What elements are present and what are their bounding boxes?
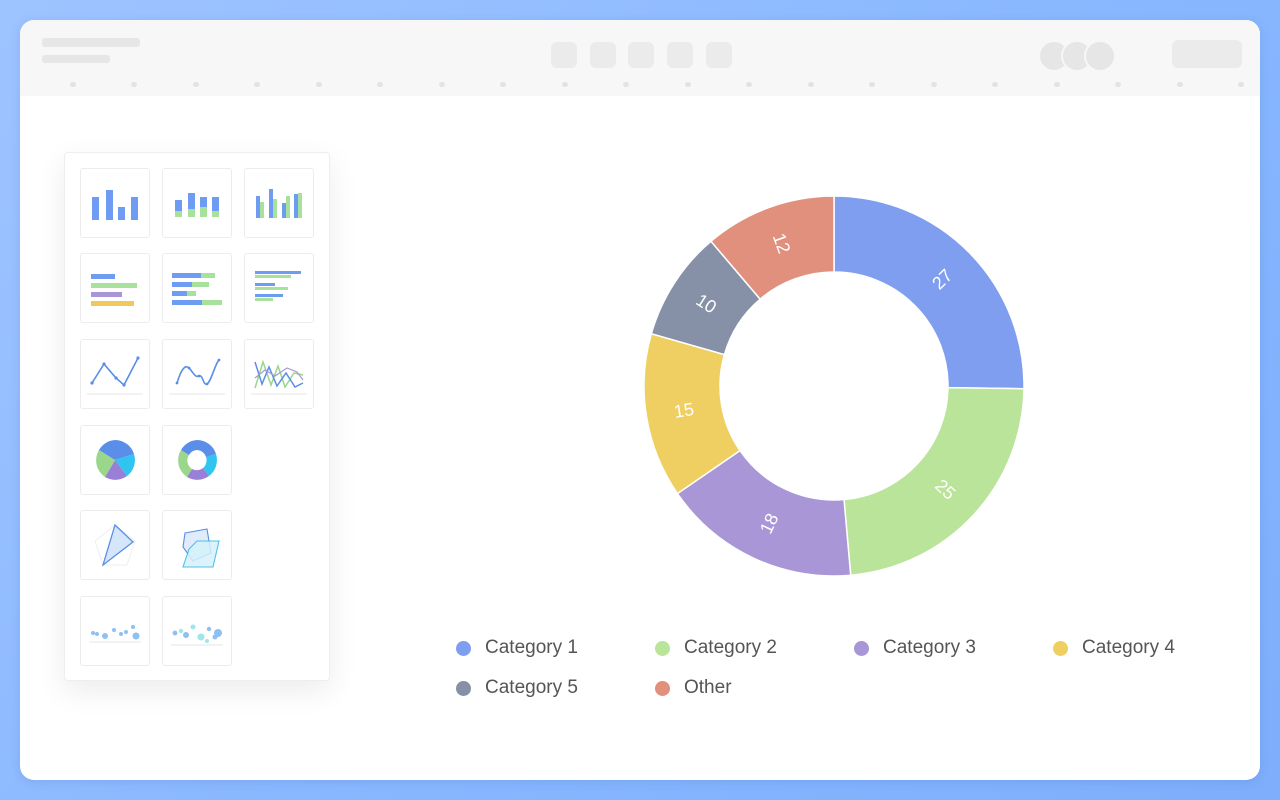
toolbar-button[interactable] [590,42,616,68]
horizontal-bar-chart-icon [91,274,137,306]
multi-radar-chart-icon [182,528,220,568]
chart-type-horizontal-bar[interactable] [80,253,150,323]
legend-item-category-2[interactable]: Category 2 [655,636,777,660]
chart-type-grouped-bar[interactable] [244,168,314,238]
toolbar-placeholder [20,20,1260,96]
ruler-dot [1177,82,1183,87]
multi-line-chart-icon [251,359,307,395]
ruler-dot [316,82,322,87]
ruler-dot [254,82,260,87]
donut-chart: 27 25 18 15 10 12 [620,170,1040,590]
legend-label: Category 4 [1082,637,1175,658]
title-placeholder [42,38,140,47]
chart-type-donut[interactable] [162,425,232,495]
ruler-dot [808,82,814,87]
legend-label: Category 3 [883,637,976,658]
ruler-dot [70,82,76,87]
ruler-dot [439,82,445,87]
stacked-bar-chart-icon [175,193,219,217]
ruler-dot [377,82,383,87]
donut-slice-6[interactable] [709,195,835,301]
chart-type-pie[interactable] [80,425,150,495]
legend-item-category-4[interactable]: Category 4 [1053,636,1175,660]
legend-marker [456,640,471,656]
smooth-line-chart-icon [169,358,225,395]
legend-item-other[interactable]: Other [655,676,732,700]
legend-item-category-3[interactable]: Category 3 [854,636,976,660]
stacked-horizontal-bar-chart-icon [172,273,222,305]
chart-type-multi-line[interactable] [244,339,314,409]
ruler-dot [992,82,998,87]
donut-slice-label: 15 [672,399,695,422]
legend-marker [456,680,471,696]
radar-chart-icon [94,523,136,567]
grouped-horizontal-bar-chart-icon [255,271,301,301]
chart-type-bar[interactable] [80,168,150,238]
legend-marker [655,680,670,696]
chart-type-panel [64,152,330,681]
chart-type-radar[interactable] [80,510,150,580]
toolbar-action-button[interactable] [1172,40,1242,68]
ruler-dot [131,82,137,87]
chart-type-stacked-horizontal-bar[interactable] [162,253,232,323]
pie-chart-icon [96,440,135,480]
legend-label: Category 2 [684,637,777,658]
toolbar-button[interactable] [706,42,732,68]
ruler-dot [869,82,875,87]
scatter-chart-icon [89,625,141,643]
app-window: 27 25 18 15 10 12 Category 1 Category 2 Categ… [20,20,1260,780]
bar-chart-icon [92,190,138,220]
ruler-dot [1238,82,1244,87]
ruler-dot [500,82,506,87]
chart-type-smooth-line[interactable] [162,339,232,409]
grouped-bar-chart-icon [256,189,302,218]
ruler-dot [562,82,568,87]
legend-label: Other [684,677,732,698]
legend-marker [655,640,670,656]
ruler-dot [623,82,629,87]
ruler-dot [746,82,752,87]
avatar[interactable] [1084,40,1116,72]
chart-type-multi-radar[interactable] [162,510,232,580]
ruler-dot [1054,82,1060,87]
chart-type-scatter[interactable] [80,596,150,666]
donut-chart-icon [178,440,217,480]
chart-type-stacked-bar[interactable] [162,168,232,238]
chart-type-bubble[interactable] [162,596,232,666]
toolbar-button[interactable] [551,42,577,68]
ruler-dot [193,82,199,87]
subtitle-placeholder [42,55,110,63]
chart-type-line[interactable] [80,339,150,409]
legend-label: Category 1 [485,637,578,658]
donut-slice-2[interactable] [843,386,1025,577]
line-chart-icon [87,356,143,395]
ruler-dot [685,82,691,87]
toolbar-button[interactable] [628,42,654,68]
legend-marker [854,640,869,656]
toolbar-button[interactable] [667,42,693,68]
legend-item-category-1[interactable]: Category 1 [456,636,578,660]
legend-label: Category 5 [485,677,578,698]
chart-type-grouped-horizontal-bar[interactable] [244,253,314,323]
donut-slice-1[interactable] [833,195,1025,390]
bubble-chart-icon [171,624,223,646]
legend-marker [1053,640,1068,656]
ruler-dot [1115,82,1121,87]
legend-item-category-5[interactable]: Category 5 [456,676,578,700]
ruler-dot [931,82,937,87]
